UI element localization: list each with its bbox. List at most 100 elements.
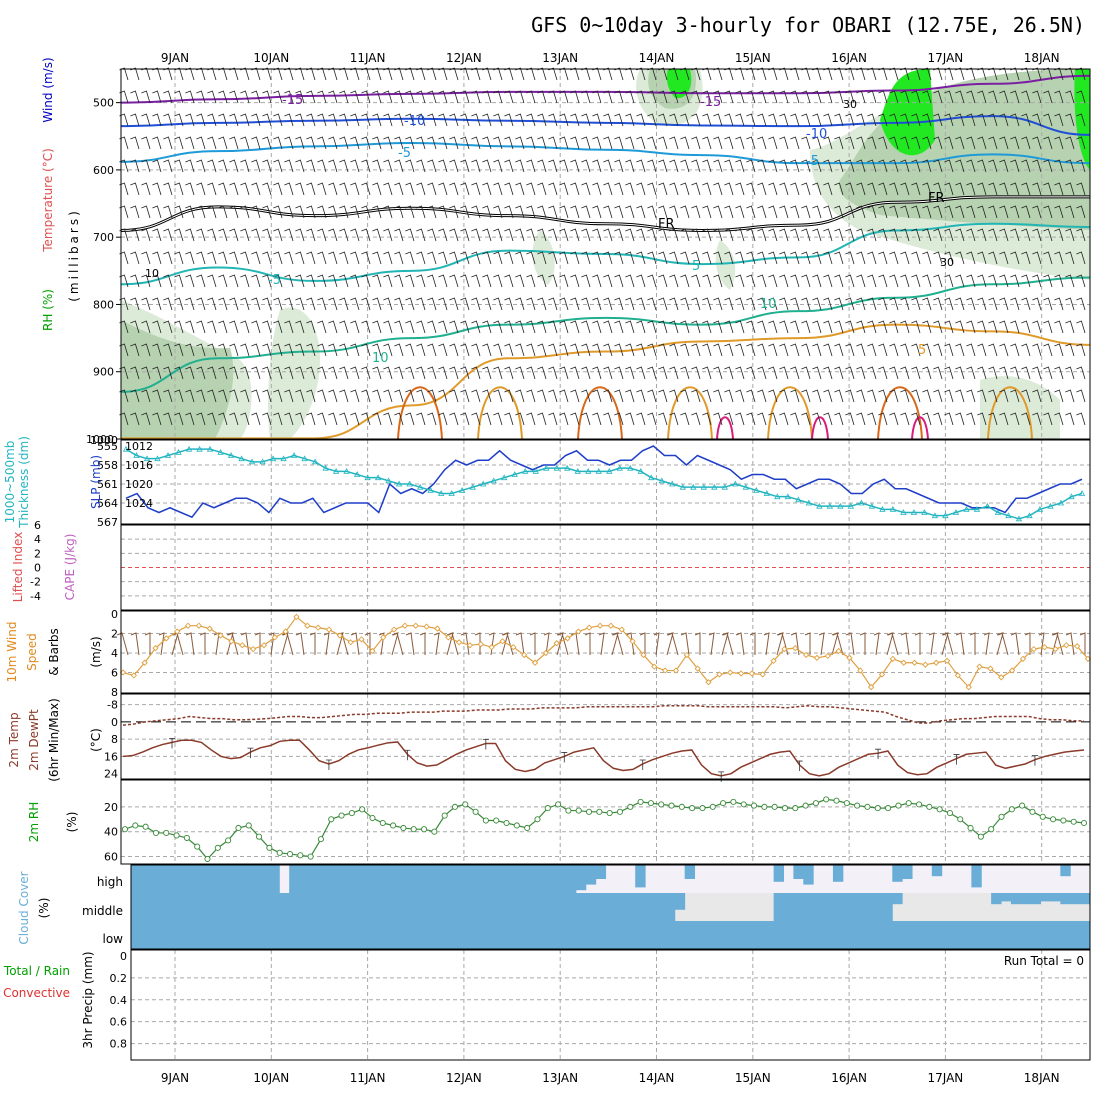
- wind-barb: [185, 90, 195, 104]
- wind-barb: [405, 113, 415, 127]
- wind-barb: [614, 274, 624, 288]
- wind-barb: [955, 136, 965, 150]
- wind-barb: [647, 366, 657, 380]
- rh-point: [441, 812, 448, 819]
- wind-barb: [647, 389, 657, 403]
- wind-speed-point: [466, 642, 474, 649]
- wind-barb: [372, 205, 382, 219]
- thickness-point: [1078, 490, 1086, 496]
- wind-barb: [427, 274, 437, 288]
- rh2m-grid: [121, 780, 1090, 864]
- wind-speed-point: [1008, 667, 1016, 674]
- wind-barb: [185, 113, 195, 127]
- wind-barb: [592, 90, 602, 104]
- wind-barb: [515, 320, 525, 334]
- rh-shade: [121, 320, 234, 439]
- thickness-point: [311, 458, 319, 465]
- wind-barb: [383, 205, 393, 219]
- wind-barb: [218, 343, 228, 357]
- wind-barb: [306, 412, 316, 426]
- wind-barb: [526, 205, 536, 219]
- wind-barb: [1010, 182, 1020, 196]
- wind-barb: [647, 90, 657, 104]
- wind-barb: [537, 113, 547, 127]
- wind-barb: [724, 67, 734, 81]
- cloud-cell: [249, 921, 261, 949]
- cloud-cell: [140, 893, 152, 921]
- wind-barb: [328, 389, 338, 403]
- wind-barb: [251, 113, 261, 127]
- wind-barb: [350, 182, 360, 196]
- wind-barb: [391, 632, 399, 656]
- cloud-cell: [783, 893, 794, 921]
- wind-barb: [702, 366, 712, 380]
- wind-barb: [570, 113, 580, 127]
- wind-barb: [823, 159, 833, 173]
- wind-barb: [416, 136, 426, 150]
- cloud-cell: [289, 921, 300, 949]
- rh-point: [874, 805, 881, 812]
- wind-barb: [625, 90, 635, 104]
- wind-barb: [295, 113, 305, 127]
- wind-barb: [218, 251, 228, 265]
- rh-point: [524, 824, 531, 832]
- wind-barb: [1010, 343, 1020, 357]
- rh-point: [503, 819, 510, 827]
- wind-barb: [130, 320, 140, 334]
- wind-barb: [144, 632, 151, 655]
- wind-barb: [804, 632, 811, 655]
- cloud-cell: [160, 921, 172, 949]
- wind-barb: [229, 251, 239, 265]
- wind-barb: [207, 251, 217, 265]
- wind-speed-point: [390, 626, 398, 633]
- wind-barb: [669, 297, 679, 311]
- cloud-cell: [832, 865, 844, 882]
- wind-barb: [834, 90, 844, 104]
- wind-barb: [988, 228, 998, 242]
- wind-barb: [867, 412, 877, 426]
- wind-barb: [251, 412, 261, 426]
- wind-barb: [460, 389, 470, 403]
- wind-barb: [812, 251, 822, 265]
- wind-barb: [889, 412, 899, 426]
- wind-barb: [999, 205, 1009, 219]
- wind-barb: [922, 343, 932, 357]
- wind-barb: [328, 343, 338, 357]
- wind-barb: [636, 389, 646, 403]
- wind-barb: [515, 159, 525, 173]
- wind-barb: [603, 159, 613, 173]
- wind-barb: [570, 136, 580, 150]
- wind-barb: [537, 274, 547, 288]
- wind-barb: [669, 274, 679, 288]
- wind-barb: [383, 159, 393, 173]
- wind-barb: [383, 389, 393, 403]
- wind-barb: [438, 412, 448, 426]
- wind-barb: [702, 389, 712, 403]
- wind-barb: [1043, 205, 1053, 219]
- cloud-cell: [832, 921, 844, 949]
- rh-point: [390, 822, 397, 829]
- wind-barb: [1032, 90, 1042, 104]
- wind-barb: [933, 366, 943, 380]
- wind-barb: [873, 632, 880, 656]
- wind-barb: [768, 67, 778, 81]
- rh-shade: [715, 240, 736, 290]
- wind-barb: [284, 412, 294, 426]
- wind-barb: [251, 297, 261, 311]
- wind-speed-point: [271, 634, 278, 641]
- thickness-point: [122, 445, 130, 452]
- wind-speed-point: [347, 639, 354, 646]
- wind-barb: [339, 320, 349, 334]
- thickness-point: [658, 477, 665, 484]
- wind-barb: [757, 251, 767, 265]
- cloud-cell: [348, 921, 359, 949]
- wind-barb: [911, 182, 921, 196]
- rh-shade: [839, 69, 1090, 230]
- wind-barb: [163, 136, 173, 150]
- wind-speed-point: [933, 659, 940, 666]
- wind-barb: [174, 320, 184, 334]
- wind-barb: [570, 67, 580, 81]
- wind-barb: [944, 389, 954, 403]
- wind-barb: [966, 320, 976, 334]
- wind-barb: [636, 343, 646, 357]
